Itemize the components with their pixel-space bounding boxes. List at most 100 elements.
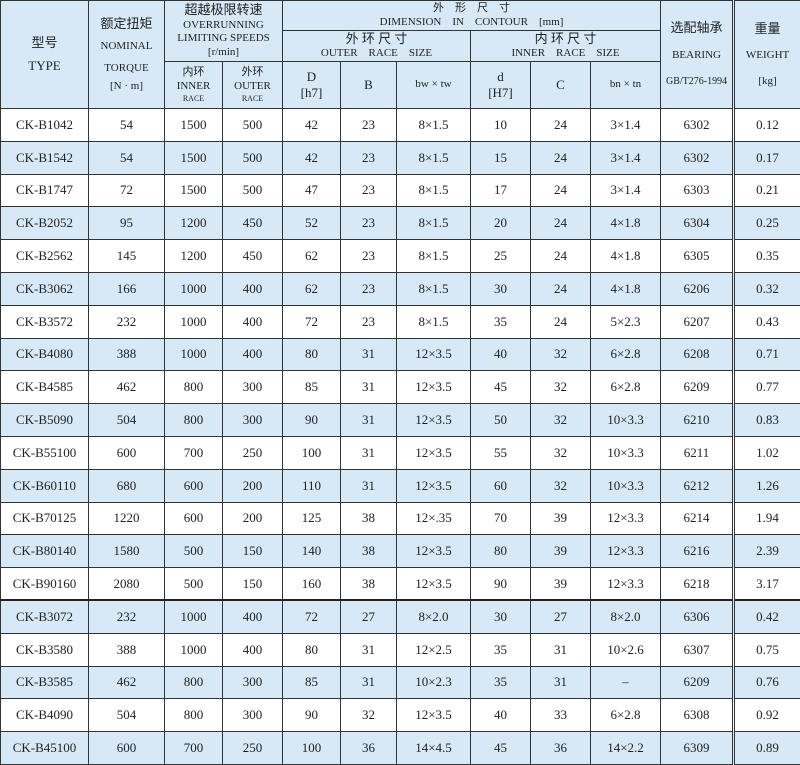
table-cell: 680 bbox=[89, 469, 165, 502]
table-cell: 31 bbox=[341, 469, 397, 502]
table-cell: 6211 bbox=[661, 436, 734, 469]
table-cell: 1000 bbox=[165, 338, 223, 371]
table-cell: 450 bbox=[223, 207, 283, 240]
table-cell: 504 bbox=[89, 404, 165, 437]
table-cell: 6216 bbox=[661, 535, 734, 568]
table-cell: 35 bbox=[471, 633, 531, 666]
table-cell: 100 bbox=[283, 732, 341, 765]
table-cell: 12×3.5 bbox=[397, 404, 471, 437]
table-cell: 12×3.5 bbox=[397, 436, 471, 469]
table-cell: 4×1.8 bbox=[591, 207, 661, 240]
table-cell: 32 bbox=[341, 699, 397, 732]
table-cell: 6208 bbox=[661, 338, 734, 371]
table-cell: 2080 bbox=[89, 568, 165, 601]
table-cell: 600 bbox=[165, 469, 223, 502]
table-cell: 32 bbox=[531, 404, 591, 437]
table-cell: 1500 bbox=[165, 174, 223, 207]
table-cell: 110 bbox=[283, 469, 341, 502]
table-cell: 6207 bbox=[661, 305, 734, 338]
table-cell: 504 bbox=[89, 699, 165, 732]
table-cell: CK-B90160 bbox=[1, 568, 89, 601]
table-cell: CK-B60110 bbox=[1, 469, 89, 502]
table-cell: 0.83 bbox=[734, 404, 800, 437]
table-cell: 600 bbox=[89, 732, 165, 765]
table-cell: 8×1.5 bbox=[397, 109, 471, 142]
table-cell: 0.77 bbox=[734, 371, 800, 404]
table-cell: 1000 bbox=[165, 272, 223, 305]
table-cell: 85 bbox=[283, 666, 341, 699]
table-cell: 90 bbox=[283, 404, 341, 437]
table-cell: CK-B45100 bbox=[1, 732, 89, 765]
header-bw-tw: bw × tw bbox=[397, 62, 471, 109]
table-cell: 8×1.5 bbox=[397, 305, 471, 338]
table-cell: 38 bbox=[341, 535, 397, 568]
table-cell: 31 bbox=[341, 633, 397, 666]
table-cell: 14×4.5 bbox=[397, 732, 471, 765]
table-cell: CK-B4080 bbox=[1, 338, 89, 371]
table-cell: 90 bbox=[471, 568, 531, 601]
table-cell: CK-B80140 bbox=[1, 535, 89, 568]
table-cell: 39 bbox=[531, 535, 591, 568]
table-cell: 27 bbox=[341, 600, 397, 633]
table-cell: 12×3.3 bbox=[591, 535, 661, 568]
table-cell: 462 bbox=[89, 371, 165, 404]
table-cell: 35 bbox=[471, 305, 531, 338]
table-cell: 0.75 bbox=[734, 633, 800, 666]
table-cell: CK-B4585 bbox=[1, 371, 89, 404]
table-cell: 95 bbox=[89, 207, 165, 240]
table-cell: 70 bbox=[471, 502, 531, 535]
table-cell: 600 bbox=[89, 436, 165, 469]
table-cell: 54 bbox=[89, 109, 165, 142]
table-cell: 6210 bbox=[661, 404, 734, 437]
table-cell: 45 bbox=[471, 732, 531, 765]
table-cell: 8×1.5 bbox=[397, 272, 471, 305]
table-cell: 500 bbox=[223, 109, 283, 142]
table-cell: 24 bbox=[531, 109, 591, 142]
table-cell: 55 bbox=[471, 436, 531, 469]
table-cell: 0.17 bbox=[734, 141, 800, 174]
table-cell: 6214 bbox=[661, 502, 734, 535]
table-cell: 700 bbox=[165, 436, 223, 469]
table-cell: 300 bbox=[223, 404, 283, 437]
table-cell: 0.92 bbox=[734, 699, 800, 732]
table-cell: 3×1.4 bbox=[591, 109, 661, 142]
table-cell: 31 bbox=[341, 436, 397, 469]
table-cell: 1.26 bbox=[734, 469, 800, 502]
table-cell: 60 bbox=[471, 469, 531, 502]
table-cell: 35 bbox=[471, 666, 531, 699]
table-cell: 100 bbox=[283, 436, 341, 469]
table-cell: 1580 bbox=[89, 535, 165, 568]
table-cell: 8×1.5 bbox=[397, 174, 471, 207]
table-cell: 12×2.5 bbox=[397, 633, 471, 666]
table-cell: 700 bbox=[165, 732, 223, 765]
table-cell: 300 bbox=[223, 666, 283, 699]
table-cell: 400 bbox=[223, 272, 283, 305]
table-cell: 10×2.3 bbox=[397, 666, 471, 699]
table-cell: 10 bbox=[471, 109, 531, 142]
table-cell: 400 bbox=[223, 600, 283, 633]
table-cell: 6303 bbox=[661, 174, 734, 207]
table-cell: 24 bbox=[531, 305, 591, 338]
table-cell: 1500 bbox=[165, 109, 223, 142]
table-cell: 31 bbox=[341, 338, 397, 371]
table-cell: 39 bbox=[531, 502, 591, 535]
table-cell: 200 bbox=[223, 469, 283, 502]
table-cell: 400 bbox=[223, 338, 283, 371]
table-cell: 6209 bbox=[661, 666, 734, 699]
table-cell: 23 bbox=[341, 141, 397, 174]
header-bn-tn: bn × tn bbox=[591, 62, 661, 109]
table-cell: 232 bbox=[89, 600, 165, 633]
table-cell: 232 bbox=[89, 305, 165, 338]
table-cell: 200 bbox=[223, 502, 283, 535]
